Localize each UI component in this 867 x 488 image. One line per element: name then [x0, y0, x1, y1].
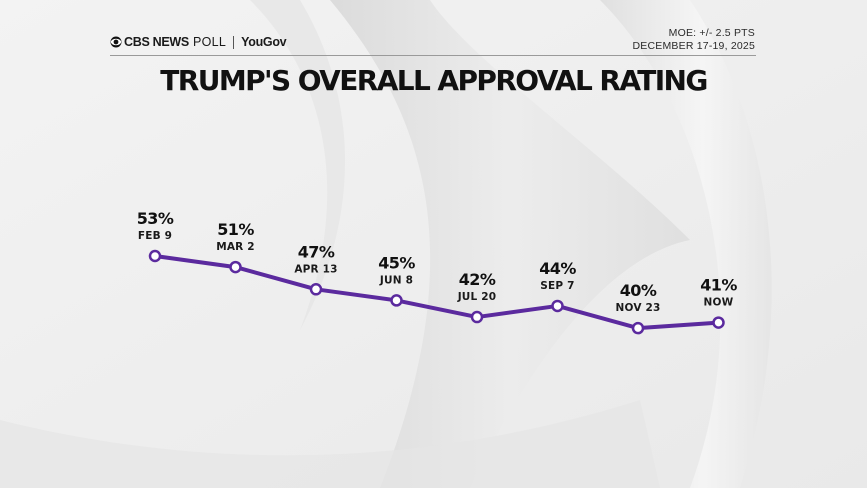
- poll-dates: DECEMBER 17-19, 2025: [632, 40, 755, 52]
- data-point: [712, 316, 725, 329]
- series-line: [153, 254, 721, 331]
- data-label: 47%: [298, 242, 335, 261]
- brand-cbs-news: CBS NEWS: [124, 35, 189, 49]
- data-point: [631, 321, 645, 335]
- category-label: SEP 7: [540, 280, 574, 292]
- data-label: 53%: [137, 209, 174, 228]
- poll-meta: MOE: +/- 2.5 PTS DECEMBER 17-19, 2025: [633, 27, 755, 53]
- category-label: NOW: [704, 297, 734, 309]
- chart-title: TRUMP'S OVERALL APPROVAL RATING: [160, 64, 708, 97]
- brand-yougov: YouGov: [241, 35, 287, 49]
- cbs-eye-icon: [110, 36, 122, 48]
- data-label: 40%: [620, 281, 657, 300]
- data-point: [229, 260, 242, 274]
- category-label: APR 13: [294, 263, 337, 275]
- data-point: [470, 310, 484, 324]
- data-label: 42%: [459, 270, 496, 289]
- data-point: [309, 283, 323, 296]
- data-label: 51%: [217, 220, 254, 239]
- brand-poll: POLL: [192, 35, 227, 49]
- data-point: [551, 299, 564, 313]
- brand-divider: [233, 35, 235, 49]
- data-point: [148, 249, 162, 263]
- data-label: 41%: [700, 276, 737, 295]
- data-label: 45%: [378, 253, 415, 272]
- header-divider: [110, 55, 756, 56]
- category-label: NOV 23: [615, 302, 660, 314]
- brand-logo: CBS NEWS POLL YouGov: [110, 35, 287, 49]
- data-point: [390, 294, 403, 307]
- header: CBS NEWS POLL YouGov MOE: +/- 2.5 PTS DE…: [110, 27, 755, 58]
- category-label: JUL 20: [457, 291, 497, 303]
- category-label: FEB 9: [138, 230, 172, 242]
- category-label: MAR 2: [216, 241, 255, 253]
- data-label: 44%: [539, 259, 576, 278]
- category-label: JUN 8: [379, 274, 413, 286]
- margin-of-error: MOE: +/- 2.5 PTS: [668, 27, 755, 39]
